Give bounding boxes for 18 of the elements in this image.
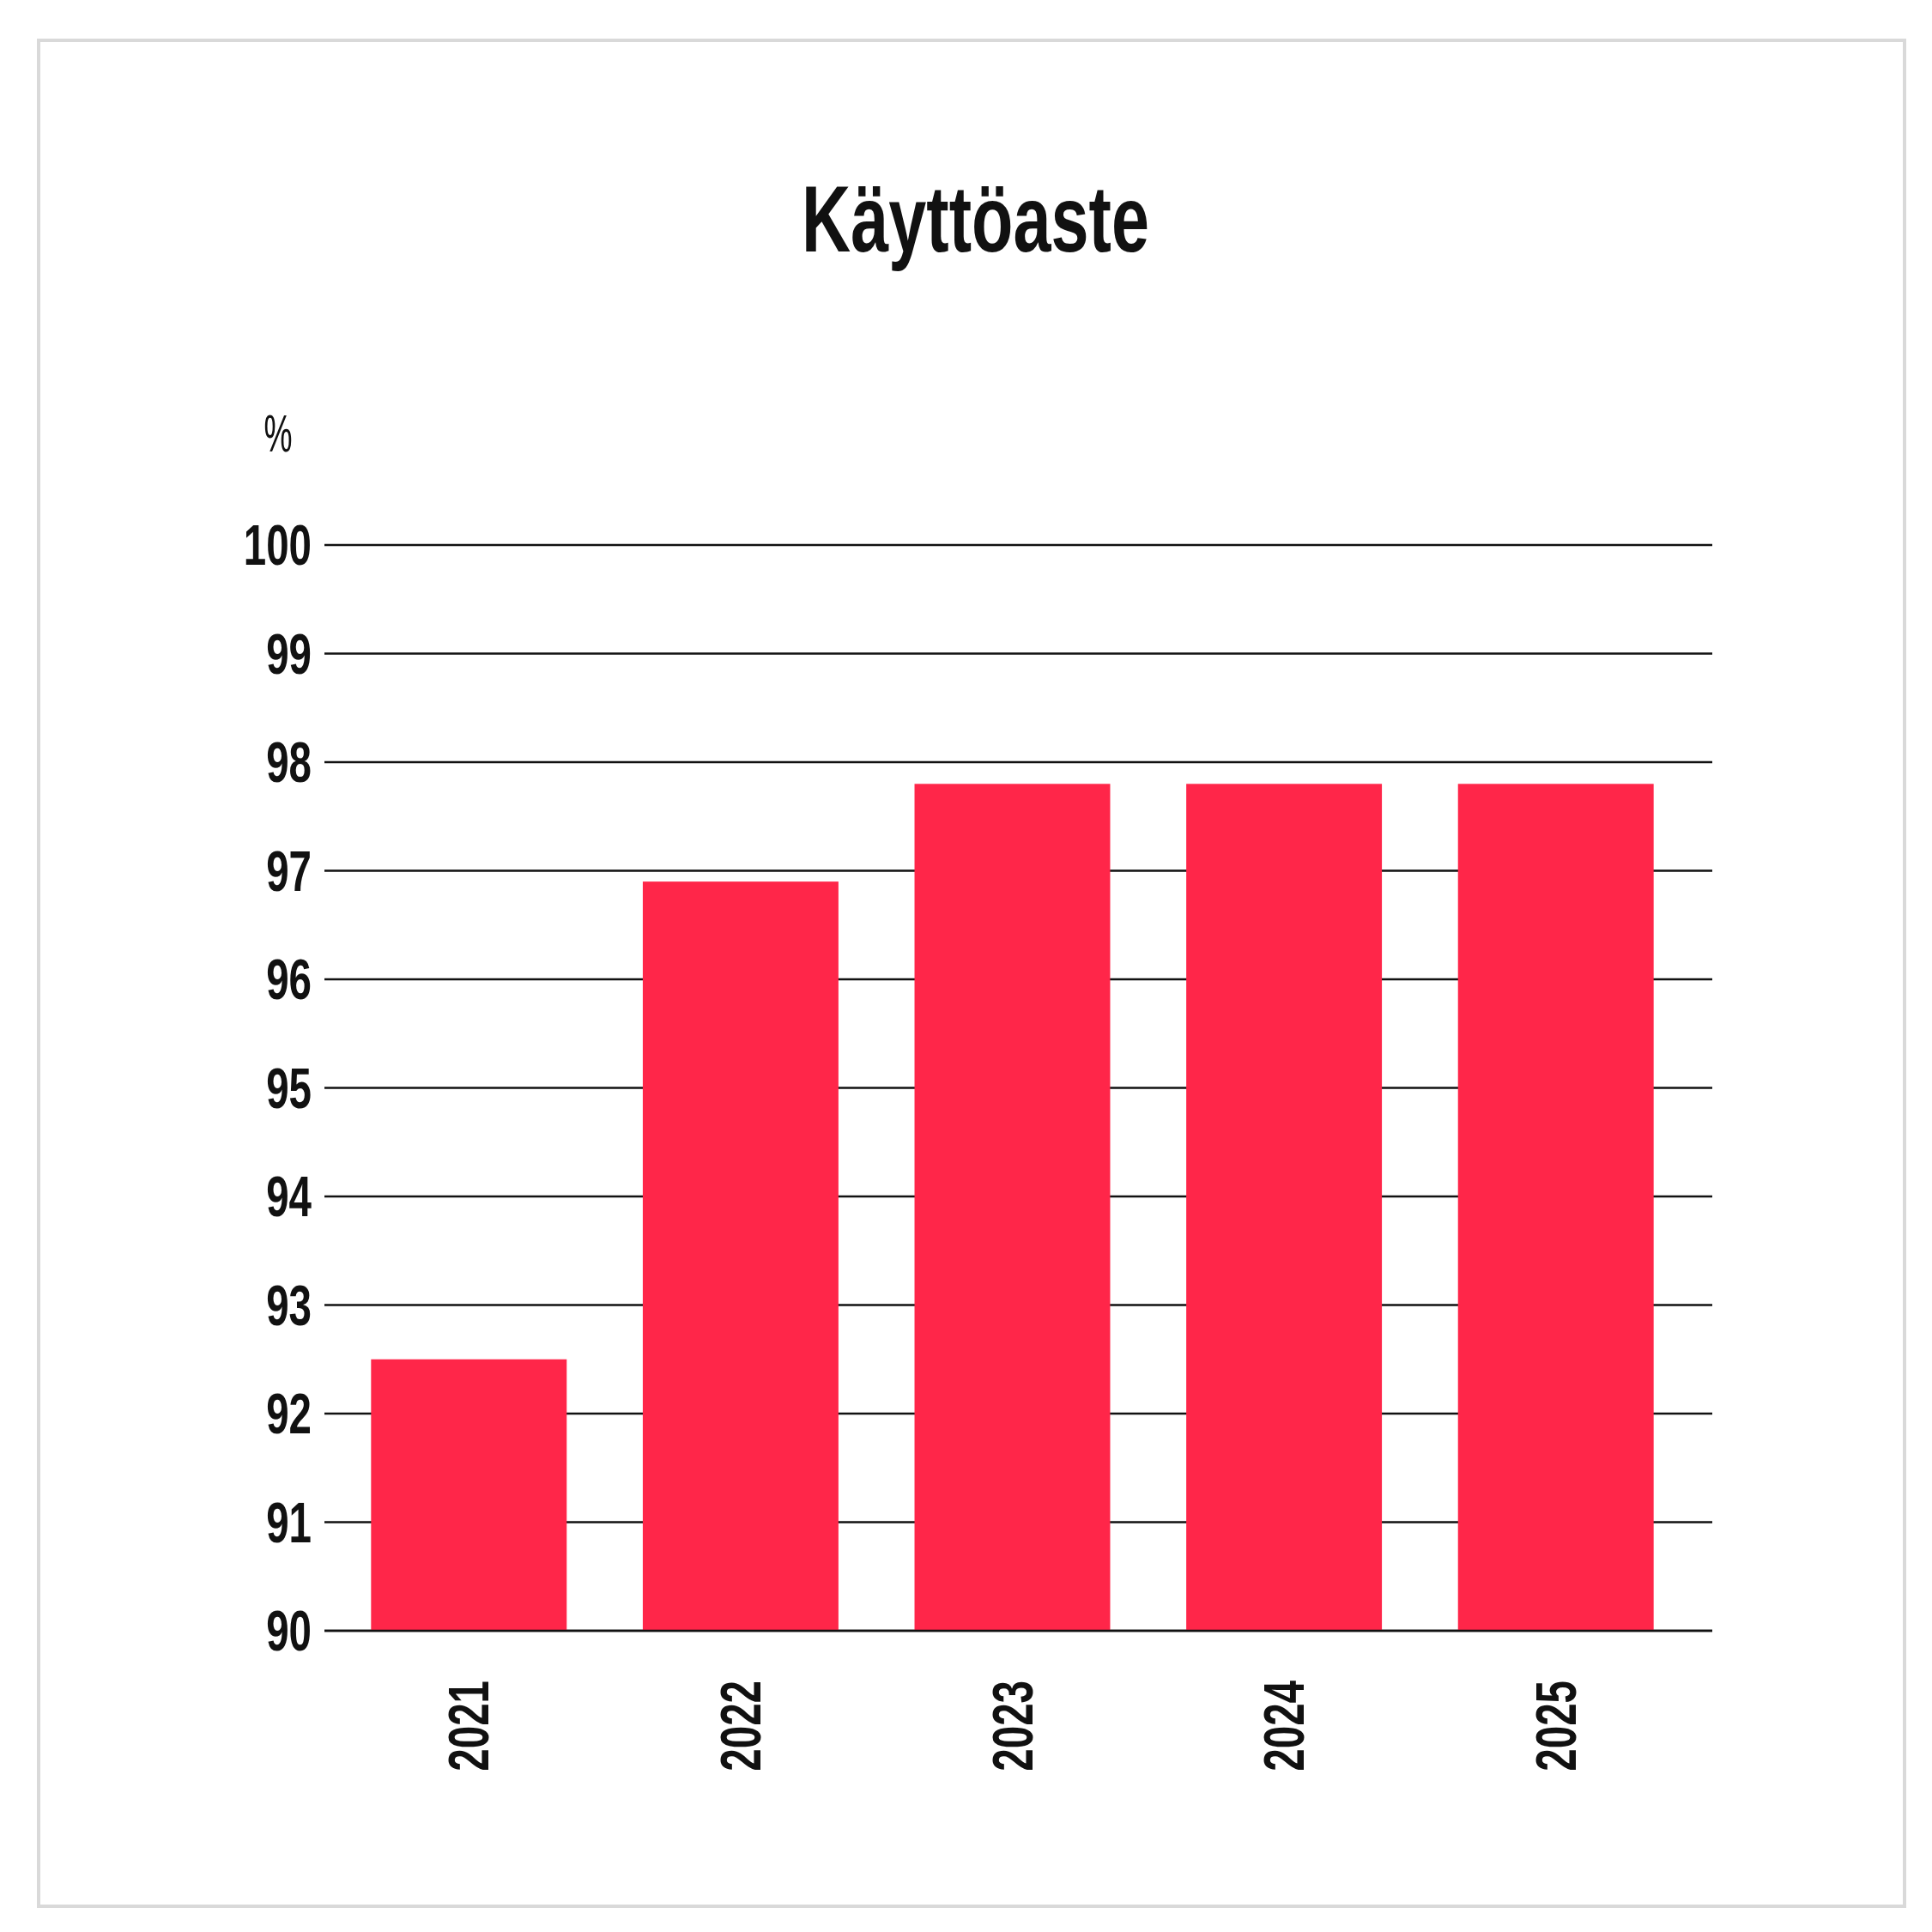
- y-tick-label: 97: [266, 839, 312, 903]
- y-tick-label: 94: [266, 1165, 312, 1228]
- y-tick-label: 100: [243, 513, 312, 577]
- y-tick-label: 92: [266, 1382, 312, 1445]
- y-tick-label: 99: [266, 621, 312, 686]
- y-tick-label: 91: [266, 1490, 312, 1554]
- y-tick-label: 98: [266, 730, 312, 794]
- x-tick-label: 2025: [1524, 1681, 1588, 1772]
- y-tick-label: 96: [266, 948, 312, 1011]
- y-tick-label: 90: [266, 1599, 312, 1662]
- x-tick-label: 2022: [709, 1681, 772, 1772]
- x-tick-label: 2024: [1252, 1680, 1316, 1772]
- chart-title: Käyttöaste: [802, 166, 1149, 271]
- y-tick-label: 95: [266, 1056, 312, 1120]
- x-tick-label: 2021: [437, 1681, 501, 1772]
- x-tick-label: 2023: [980, 1681, 1045, 1772]
- y-tick-label: 93: [266, 1273, 312, 1337]
- y-axis-title: %: [263, 403, 293, 463]
